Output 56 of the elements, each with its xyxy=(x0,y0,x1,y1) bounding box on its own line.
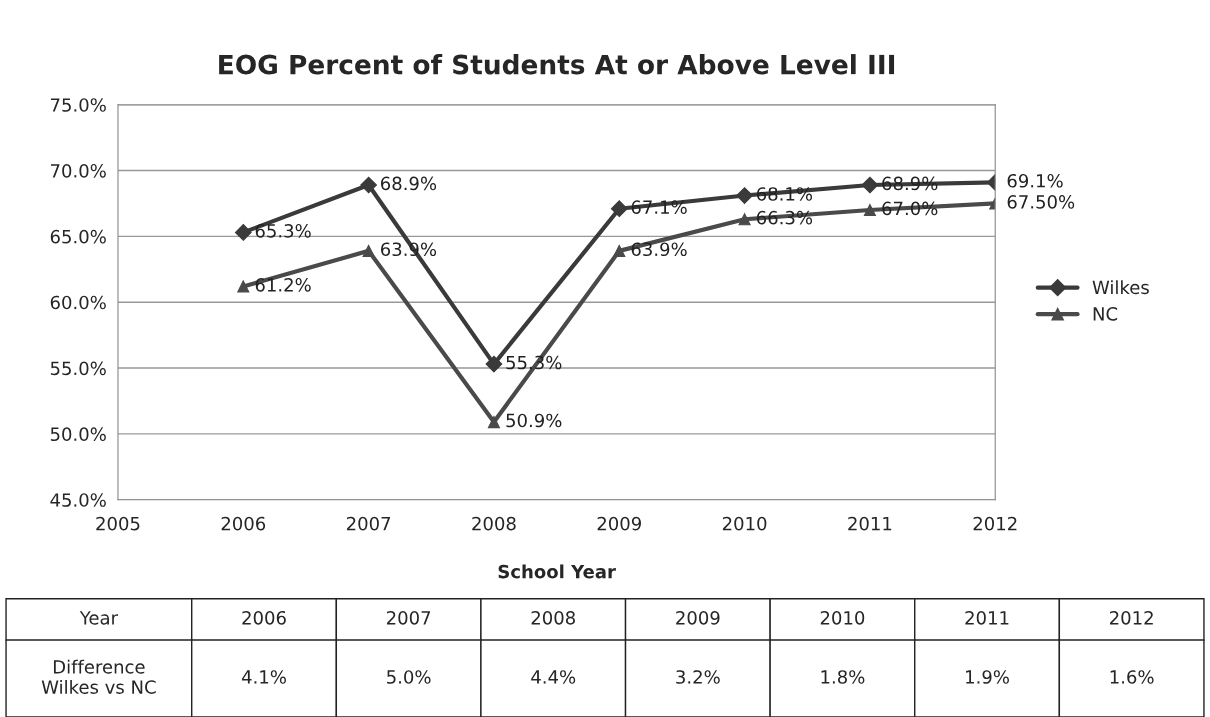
text: 2010 xyxy=(820,610,865,625)
point xyxy=(487,415,501,429)
x-tick-label: 2010 xyxy=(722,516,767,531)
x-tick-label: 2008 xyxy=(472,516,516,531)
data-label: 67.0% xyxy=(882,201,938,216)
data-label: 69.1% xyxy=(1007,173,1063,188)
y-tick-label: 45.0% xyxy=(50,493,106,507)
text: 2012 xyxy=(1110,610,1153,625)
point xyxy=(863,203,876,217)
data-label: 63.9% xyxy=(631,242,687,257)
x-tick-label: 2011 xyxy=(848,516,892,531)
legend-label: NC xyxy=(1093,307,1118,321)
text: 2009 xyxy=(676,610,720,625)
point xyxy=(861,176,879,194)
x-tick-label: 2012 xyxy=(973,516,1017,531)
text: 1.8% xyxy=(821,670,865,684)
text: 2006 xyxy=(242,610,286,625)
data-label: 50.9% xyxy=(506,413,562,428)
text: Difference Wilkes vs NC xyxy=(41,659,156,694)
point xyxy=(736,187,753,204)
x-tick-label: 2005 xyxy=(96,516,140,531)
x-tick-label: 2006 xyxy=(221,516,266,531)
y-tick-label: 65.0% xyxy=(50,229,106,244)
y-tick-label: 55.0% xyxy=(50,361,106,376)
x-tick-label: 2007 xyxy=(346,516,391,531)
data-label: 61.2% xyxy=(255,277,311,292)
legend-label: Wilkes xyxy=(1092,280,1149,295)
data-label: 65.3% xyxy=(255,224,311,238)
y-tick-label: 60.0% xyxy=(50,295,106,310)
text: 2011 xyxy=(965,610,1009,625)
text: 2007 xyxy=(386,610,431,625)
point xyxy=(613,244,626,257)
data-label: 68.9% xyxy=(882,176,938,191)
point xyxy=(362,244,375,257)
y-tick-label: 75.0% xyxy=(50,98,106,112)
y-tick-label: 70.0% xyxy=(50,163,106,178)
text: Year xyxy=(79,611,118,625)
chart-title: EOG Percent of Students At or Above Level III xyxy=(219,54,895,75)
text: 1.6% xyxy=(1110,670,1154,684)
data-label: 68.9% xyxy=(380,176,437,191)
text: 2008 xyxy=(531,610,575,625)
x-tick-label: 2009 xyxy=(597,516,641,531)
point xyxy=(738,213,751,226)
text: 1.9% xyxy=(966,670,1009,684)
text: 4.4% xyxy=(531,670,576,684)
data-label: 67.50% xyxy=(1007,195,1075,209)
x-axis-title: School Year xyxy=(498,564,616,579)
point xyxy=(485,355,503,373)
y-tick-label: 50.0% xyxy=(50,427,106,442)
point xyxy=(234,224,252,241)
text: 3.2% xyxy=(676,670,720,684)
point xyxy=(610,200,628,218)
text: 4.1% xyxy=(241,670,286,684)
point xyxy=(360,176,377,194)
point xyxy=(237,280,250,293)
text: 5.0% xyxy=(387,670,431,684)
